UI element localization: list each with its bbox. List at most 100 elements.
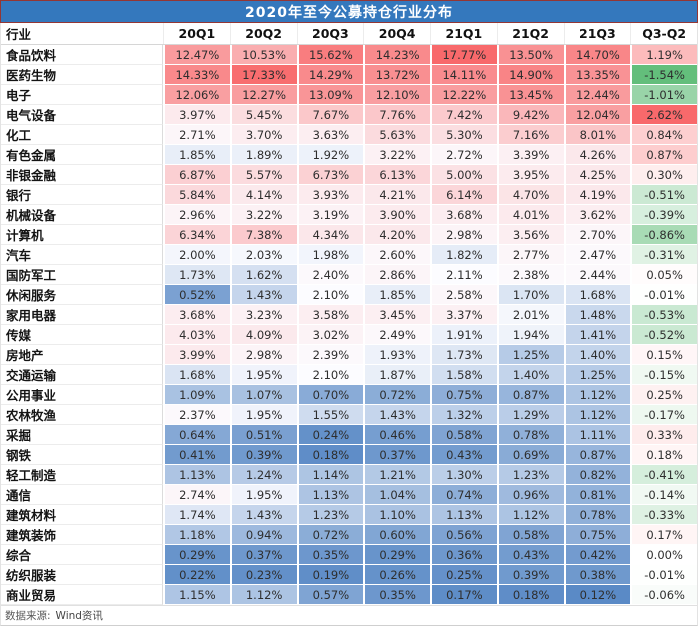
industry-name: 公用事业 <box>1 385 163 405</box>
holding-cell: 1.48% <box>563 305 631 325</box>
holding-cell: 1.68% <box>163 365 230 385</box>
holding-cell: 3.99% <box>163 345 230 365</box>
industry-name: 医药生物 <box>1 65 163 85</box>
holding-cell: 0.12% <box>563 585 631 605</box>
holding-cell: 7.16% <box>496 125 564 145</box>
industry-name: 国防军工 <box>1 265 163 285</box>
holding-cell: 0.26% <box>363 565 430 585</box>
delta-cell: 0.25% <box>630 385 697 405</box>
holding-cell: 3.19% <box>296 205 364 225</box>
holding-cell: 1.23% <box>496 465 564 485</box>
holding-cell: 12.10% <box>363 85 430 105</box>
holding-cell: 5.30% <box>430 125 497 145</box>
delta-cell: 0.84% <box>630 125 697 145</box>
delta-cell: 0.00% <box>630 545 697 565</box>
delta-cell: -0.39% <box>630 205 697 225</box>
holding-cell: 0.58% <box>430 425 497 445</box>
holding-cell: 1.62% <box>229 265 297 285</box>
industry-name: 传媒 <box>1 325 163 345</box>
column-header-q3-q2: Q3-Q2 <box>630 23 697 44</box>
delta-cell: 0.05% <box>630 265 697 285</box>
holding-cell: 3.63% <box>296 125 364 145</box>
holding-cell: 17.77% <box>430 45 497 65</box>
holding-cell: 1.91% <box>430 325 497 345</box>
table-row: 电气设备 3.97% 5.45% 7.67% 7.76% 7.42% 9.42% 12.04%… <box>1 105 697 125</box>
holding-cell: 0.43% <box>496 545 564 565</box>
holding-cell: 1.13% <box>163 465 230 485</box>
holding-cell: 2.96% <box>163 205 230 225</box>
holding-cell: 1.74% <box>163 505 230 525</box>
industry-name: 非银金融 <box>1 165 163 185</box>
holding-cell: 0.38% <box>563 565 631 585</box>
holding-cell: 0.78% <box>496 425 564 445</box>
column-header-21q2: 21Q2 <box>496 23 564 44</box>
holding-cell: 2.37% <box>163 405 230 425</box>
industry-name: 食品饮料 <box>1 45 163 65</box>
holding-cell: 2.77% <box>496 245 564 265</box>
delta-cell: -0.86% <box>630 225 697 245</box>
holding-cell: 14.23% <box>363 45 430 65</box>
holding-cell: 2.58% <box>430 285 497 305</box>
industry-name: 商业贸易 <box>1 585 163 605</box>
holding-cell: 1.95% <box>229 365 297 385</box>
holding-cell: 2.49% <box>363 325 430 345</box>
holding-cell: 4.09% <box>229 325 297 345</box>
holding-cell: 0.52% <box>163 285 230 305</box>
holding-cell: 3.45% <box>363 305 430 325</box>
holding-cell: 3.56% <box>496 225 564 245</box>
holding-cell: 0.58% <box>496 525 564 545</box>
holding-cell: 2.01% <box>496 305 564 325</box>
holding-cell: 0.42% <box>563 545 631 565</box>
table-row: 通信 2.74% 1.95% 1.13% 1.04% 0.74% 0.96% 0.81% -0.… <box>1 485 697 505</box>
holding-cell: 13.45% <box>496 85 564 105</box>
holding-cell: 17.33% <box>229 65 297 85</box>
holding-cell: 1.15% <box>163 585 230 605</box>
holding-cell: 0.43% <box>430 445 497 465</box>
holding-cell: 0.18% <box>496 585 564 605</box>
holding-cell: 0.39% <box>496 565 564 585</box>
holding-cell: 2.98% <box>430 225 497 245</box>
page-title: 2020年至今公募持仓行业分布 <box>245 4 453 21</box>
holding-cell: 0.36% <box>430 545 497 565</box>
holding-cell: 12.04% <box>563 105 631 125</box>
holding-cell: 1.12% <box>563 385 631 405</box>
holding-cell: 12.44% <box>563 85 631 105</box>
holding-cell: 6.14% <box>430 185 497 205</box>
table-row: 医药生物 14.33% 17.33% 14.29% 13.72% 14.11% 14.90%… <box>1 65 697 85</box>
holding-cell: 4.34% <box>296 225 364 245</box>
delta-cell: -0.01% <box>630 285 697 305</box>
holding-cell: 6.13% <box>363 165 430 185</box>
holding-cell: 2.38% <box>496 265 564 285</box>
industry-name: 房地产 <box>1 345 163 365</box>
table-row: 休闲服务 0.52% 1.43% 2.10% 1.85% 2.58% 1.70% 1.68% -… <box>1 285 697 305</box>
holding-cell: 1.23% <box>296 505 364 525</box>
industry-name: 采掘 <box>1 425 163 445</box>
holding-cell: 0.81% <box>563 485 631 505</box>
holding-cell: 2.98% <box>229 345 297 365</box>
holding-cell: 1.89% <box>229 145 297 165</box>
title-bar: 2020年至今公募持仓行业分布 <box>0 0 698 23</box>
holding-cell: 1.85% <box>363 285 430 305</box>
industry-name: 家用电器 <box>1 305 163 325</box>
industry-name: 建筑装饰 <box>1 525 163 545</box>
holding-cell: 1.25% <box>563 365 631 385</box>
delta-cell: 1.19% <box>630 45 697 65</box>
holding-cell: 0.37% <box>363 445 430 465</box>
column-header-21q1: 21Q1 <box>430 23 497 44</box>
holding-cell: 1.73% <box>163 265 230 285</box>
holding-cell: 0.75% <box>563 525 631 545</box>
holding-cell: 13.09% <box>296 85 364 105</box>
holding-cell: 2.47% <box>563 245 631 265</box>
holding-cell: 1.32% <box>430 405 497 425</box>
holding-cell: 0.72% <box>363 385 430 405</box>
holding-cell: 2.10% <box>296 365 364 385</box>
holding-cell: 4.70% <box>496 185 564 205</box>
table-row: 纺织服装 0.22% 0.23% 0.19% 0.26% 0.25% 0.39% 0.38% -… <box>1 565 697 585</box>
holding-cell: 4.03% <box>163 325 230 345</box>
column-header-20q1: 20Q1 <box>163 23 230 44</box>
holding-cell: 0.24% <box>296 425 364 445</box>
holding-cell: 1.58% <box>430 365 497 385</box>
table-row: 国防军工 1.73% 1.62% 2.40% 2.86% 2.11% 2.38% 2.44% 0… <box>1 265 697 285</box>
column-header-21q3: 21Q3 <box>563 23 631 44</box>
